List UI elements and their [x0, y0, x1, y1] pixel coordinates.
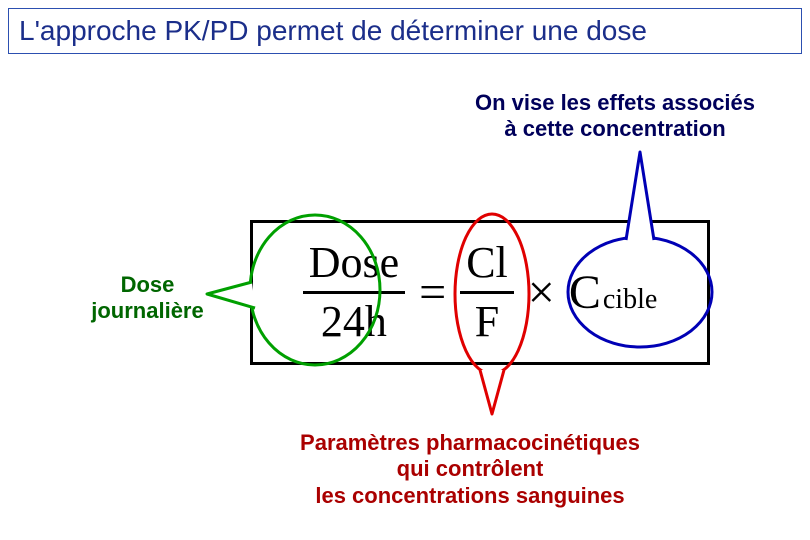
callout-tr-line2: à cette concentration [420, 116, 810, 142]
c-main: C [569, 265, 601, 320]
callout-left: Dose journalière [70, 272, 225, 325]
formula-box: Dose 24h = Cl F × C cible [250, 220, 710, 365]
callout-left-line1: Dose [70, 272, 225, 298]
fraction-dose: Dose 24h [303, 239, 405, 346]
callout-left-line2: journalière [70, 298, 225, 324]
frac1-num: Dose [303, 239, 405, 287]
formula: Dose 24h = Cl F × C cible [303, 239, 658, 346]
frac1-den: 24h [315, 298, 393, 346]
c-cible: C cible [569, 265, 657, 320]
times-sign: × [528, 265, 555, 320]
title-box: L'approche PK/PD permet de déterminer un… [8, 8, 802, 54]
callout-bot-line3: les concentrations sanguines [250, 483, 690, 509]
callout-top-right: On vise les effets associés à cette conc… [420, 90, 810, 143]
frac2-bar [460, 291, 514, 294]
fraction-cl-f: Cl F [460, 239, 514, 346]
page-title: L'approche PK/PD permet de déterminer un… [19, 15, 647, 46]
callout-bot-line1: Paramètres pharmacocinétiques [250, 430, 690, 456]
callout-bot-line2: qui contrôlent [250, 456, 690, 482]
callout-tr-line1: On vise les effets associés [420, 90, 810, 116]
callout-bottom: Paramètres pharmacocinétiques qui contrô… [250, 430, 690, 509]
equals-sign: = [419, 265, 446, 320]
frac1-bar [303, 291, 405, 294]
frac2-num: Cl [460, 239, 514, 287]
frac2-den: F [469, 298, 505, 346]
c-sub: cible [603, 284, 657, 316]
